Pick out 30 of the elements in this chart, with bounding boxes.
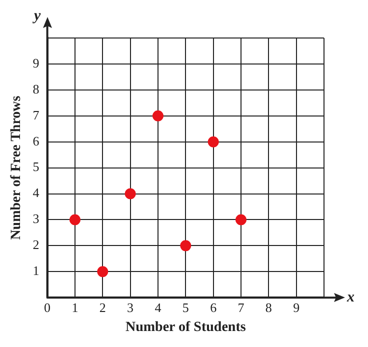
x-tick-label: 0 [44,300,51,315]
y-axis-title: Number of Free Throws [9,95,24,240]
y-tick-label: 7 [32,107,40,122]
y-tick-label: 2 [32,237,40,252]
point [208,136,219,148]
x-tick-label: 1 [72,300,78,315]
x-tick-label: 6 [210,300,218,315]
point [152,110,164,122]
y-tick-label: 9 [32,55,40,70]
x-tick-label: 9 [293,300,300,315]
y-tick-label: 5 [32,159,40,174]
y-tick-label: 4 [32,185,40,200]
x-tick-label: 2 [99,300,106,315]
point [235,214,246,226]
point [69,214,80,226]
x-tick-label: 7 [238,300,245,315]
x-axis-title: Number of Students [125,320,246,336]
point [180,240,192,252]
y-tick-label: 3 [32,211,40,226]
point [124,188,136,200]
x-tick-label: 4 [154,300,162,315]
x-tick-label: 3 [127,300,134,315]
y-tick-label: 1 [32,263,40,278]
x-tick-label: 8 [265,300,272,315]
x-tick-label: 5 [182,300,189,315]
y-tick-label: 6 [32,133,40,148]
text: x [346,289,355,306]
text: y [32,8,41,24]
y-tick-label: 8 [32,81,40,96]
point [97,266,108,278]
